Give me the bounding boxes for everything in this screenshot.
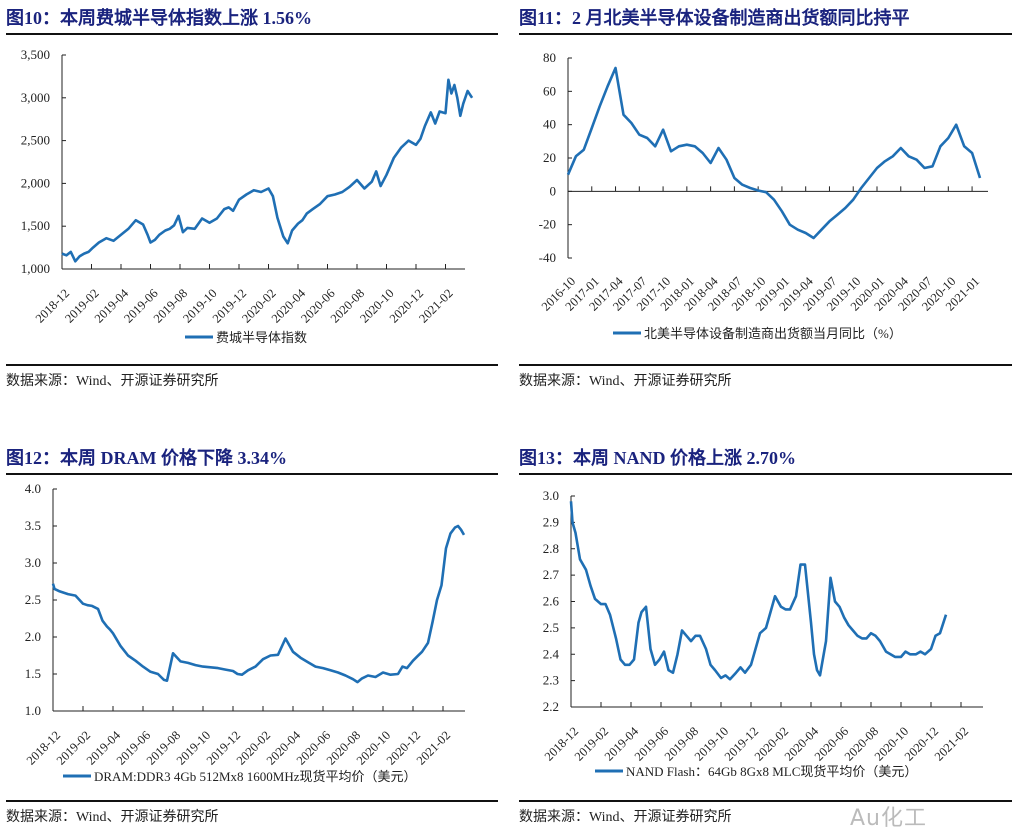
panel-fig11: 图11：2 月北美半导体设备制造商出货额同比持平 -40 -20 0 20 40 60 80… bbox=[513, 0, 1012, 400]
y-tick-label: 3,000 bbox=[21, 90, 50, 105]
y-tick-label: 0 bbox=[550, 183, 557, 198]
y-tick-label: 2.9 bbox=[543, 514, 559, 529]
title-divider bbox=[6, 33, 498, 35]
legend-label: NAND Flash：64Gb 8Gx8 MLC现货平均价（美元） bbox=[626, 764, 917, 779]
chart-fig10: 1,0001,5002,0002,5003,0003,5002018-12201… bbox=[21, 47, 474, 345]
legend-label: 北美半导体设备制造商出货额当月同比（%） bbox=[644, 326, 902, 341]
series-line bbox=[51, 524, 466, 684]
watermark-logo: Au化工 bbox=[850, 806, 927, 831]
source-divider bbox=[6, 364, 498, 366]
x-tick-label: 2021-02 bbox=[414, 728, 453, 767]
x-tick-label: 2021-02 bbox=[932, 724, 971, 763]
y-tick-label: 80 bbox=[543, 50, 556, 65]
data-source: 数据来源：Wind、开源证券研究所 bbox=[6, 374, 219, 389]
y-tick-label: 2,000 bbox=[21, 175, 50, 190]
y-tick-label: 1,500 bbox=[21, 218, 50, 233]
y-tick-label: 2.8 bbox=[543, 541, 559, 556]
chart-title: 图11：2 月北美半导体设备制造商出货额同比持平 bbox=[519, 8, 910, 28]
chart-title: 图10：本周费城半导体指数上涨 1.56% bbox=[6, 8, 312, 28]
y-tick-label: 3,500 bbox=[21, 47, 50, 62]
title-divider bbox=[519, 33, 1012, 35]
y-tick-label: 1.0 bbox=[25, 703, 41, 718]
y-tick-label: 3.0 bbox=[543, 488, 559, 503]
series-line bbox=[569, 501, 948, 681]
y-tick-label: 2.2 bbox=[543, 699, 559, 714]
y-tick-label: 2.4 bbox=[543, 646, 560, 661]
y-tick-label: 60 bbox=[543, 83, 556, 98]
y-tick-label: -20 bbox=[539, 217, 556, 232]
y-tick-label: 1,000 bbox=[21, 261, 50, 276]
series-line bbox=[61, 78, 474, 263]
y-tick-label: 2.5 bbox=[25, 592, 41, 607]
y-tick-label: 2,500 bbox=[21, 133, 50, 148]
data-source: 数据来源：Wind、开源证券研究所 bbox=[519, 374, 732, 389]
y-tick-label: 3.5 bbox=[25, 518, 41, 533]
y-tick-label: 2.6 bbox=[543, 594, 560, 609]
panel-fig12: 图12：本周 DRAM 价格下降 3.34% 1.0 1.5 2.0 2.5 3.0 3.… bbox=[0, 440, 498, 833]
y-tick-label: 4.0 bbox=[25, 481, 41, 496]
chart-title: 图13：本周 NAND 价格上涨 2.70% bbox=[519, 448, 796, 468]
source-divider bbox=[519, 364, 1012, 366]
chart-fig13: 2.22.32.42.52.62.72.82.93.02018-122019-0… bbox=[542, 488, 983, 779]
y-tick-label: 2.0 bbox=[25, 629, 41, 644]
source-divider bbox=[6, 800, 498, 802]
panel-fig13: 图13：本周 NAND 价格上涨 2.70% 2.2 2.3 2.4 2.5 2.6 2.… bbox=[513, 440, 1012, 833]
y-tick-label: 40 bbox=[543, 117, 556, 132]
y-tick-label: 1.5 bbox=[25, 666, 41, 681]
title-divider bbox=[6, 473, 498, 475]
data-source: 数据来源：Wind、开源证券研究所 bbox=[519, 810, 732, 825]
series-line bbox=[566, 66, 982, 240]
legend-label: DRAM:DDR3 4Gb 512Mx8 1600MHz现货平均价（美元） bbox=[94, 769, 416, 784]
legend-label: 费城半导体指数 bbox=[216, 330, 307, 345]
y-tick-label: 20 bbox=[543, 150, 556, 165]
chart-fig12: 1.01.52.02.53.03.54.02018-122019-022019-… bbox=[24, 481, 466, 784]
y-tick-label: 2.3 bbox=[543, 673, 559, 688]
panel-fig10: 图10：本周费城半导体指数上涨 1.56% 1,000 1,500 2,000 2,5… bbox=[0, 0, 498, 400]
y-tick-label: -40 bbox=[539, 250, 556, 265]
chart-fig11: -40-200204060802016-102017-012017-042017… bbox=[539, 50, 988, 341]
y-tick-label: 2.5 bbox=[543, 620, 559, 635]
y-tick-label: 2.7 bbox=[543, 567, 560, 582]
source-divider bbox=[519, 800, 1012, 802]
chart-title: 图12：本周 DRAM 价格下降 3.34% bbox=[6, 448, 287, 468]
y-tick-label: 3.0 bbox=[25, 555, 41, 570]
title-divider bbox=[519, 473, 1012, 475]
data-source: 数据来源：Wind、开源证券研究所 bbox=[6, 810, 219, 825]
x-tick-label: 2021-02 bbox=[416, 286, 455, 325]
